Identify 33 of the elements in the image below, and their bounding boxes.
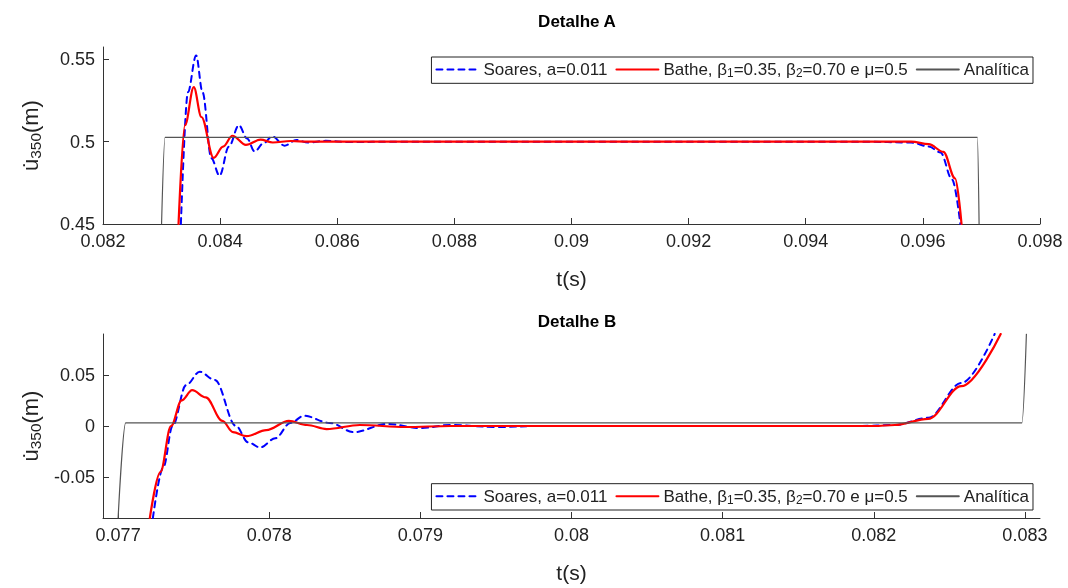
- y-tick-label: -0.05: [53, 467, 95, 488]
- y-tick-label: 0.05: [59, 364, 95, 385]
- y-tick-label: 0.55: [59, 49, 95, 70]
- x-tick-label: 0.083: [1002, 525, 1048, 545]
- chart-title: Detalhe A: [538, 12, 616, 31]
- y-axis-title: u̇350(m): [18, 100, 44, 171]
- x-tick-label: 0.082: [851, 525, 897, 545]
- x-tick-label: 0.086: [314, 231, 360, 251]
- x-tick-label: 0.08: [553, 525, 590, 545]
- y-tick-label: 0.5: [69, 131, 95, 152]
- x-tick-label: 0.079: [397, 525, 443, 545]
- x-tick-label: 0.084: [197, 231, 243, 251]
- x-tick-label: 0.09: [553, 231, 590, 251]
- x-tick-label: 0.096: [900, 231, 946, 251]
- legend-label: Soares, a=0.011: [483, 486, 608, 506]
- x-tick-label: 0.082: [80, 231, 126, 251]
- x-tick-label: 0.098: [1017, 231, 1063, 251]
- y-tick-label: 0: [84, 416, 95, 436]
- legend-label: Analítica: [963, 486, 1030, 506]
- x-axis-title: t(s): [556, 561, 587, 584]
- x-tick-label: 0.078: [246, 525, 292, 545]
- x-tick-label: 0.088: [431, 231, 477, 251]
- y-axis-title: u̇350(m): [18, 390, 44, 462]
- legend-label: Soares, a=0.011: [483, 60, 608, 79]
- line-series: [177, 86, 963, 226]
- x-tick-label: 0.077: [95, 525, 141, 545]
- x-axis-title: t(s): [556, 267, 587, 290]
- x-tick-label: 0.081: [700, 525, 746, 545]
- x-tick-label: 0.092: [666, 231, 712, 251]
- y-tick-label: 0.45: [59, 214, 95, 234]
- chart-title: Detalhe B: [537, 312, 617, 331]
- legend-label: Analítica: [963, 60, 1030, 79]
- x-tick-label: 0.094: [783, 231, 829, 251]
